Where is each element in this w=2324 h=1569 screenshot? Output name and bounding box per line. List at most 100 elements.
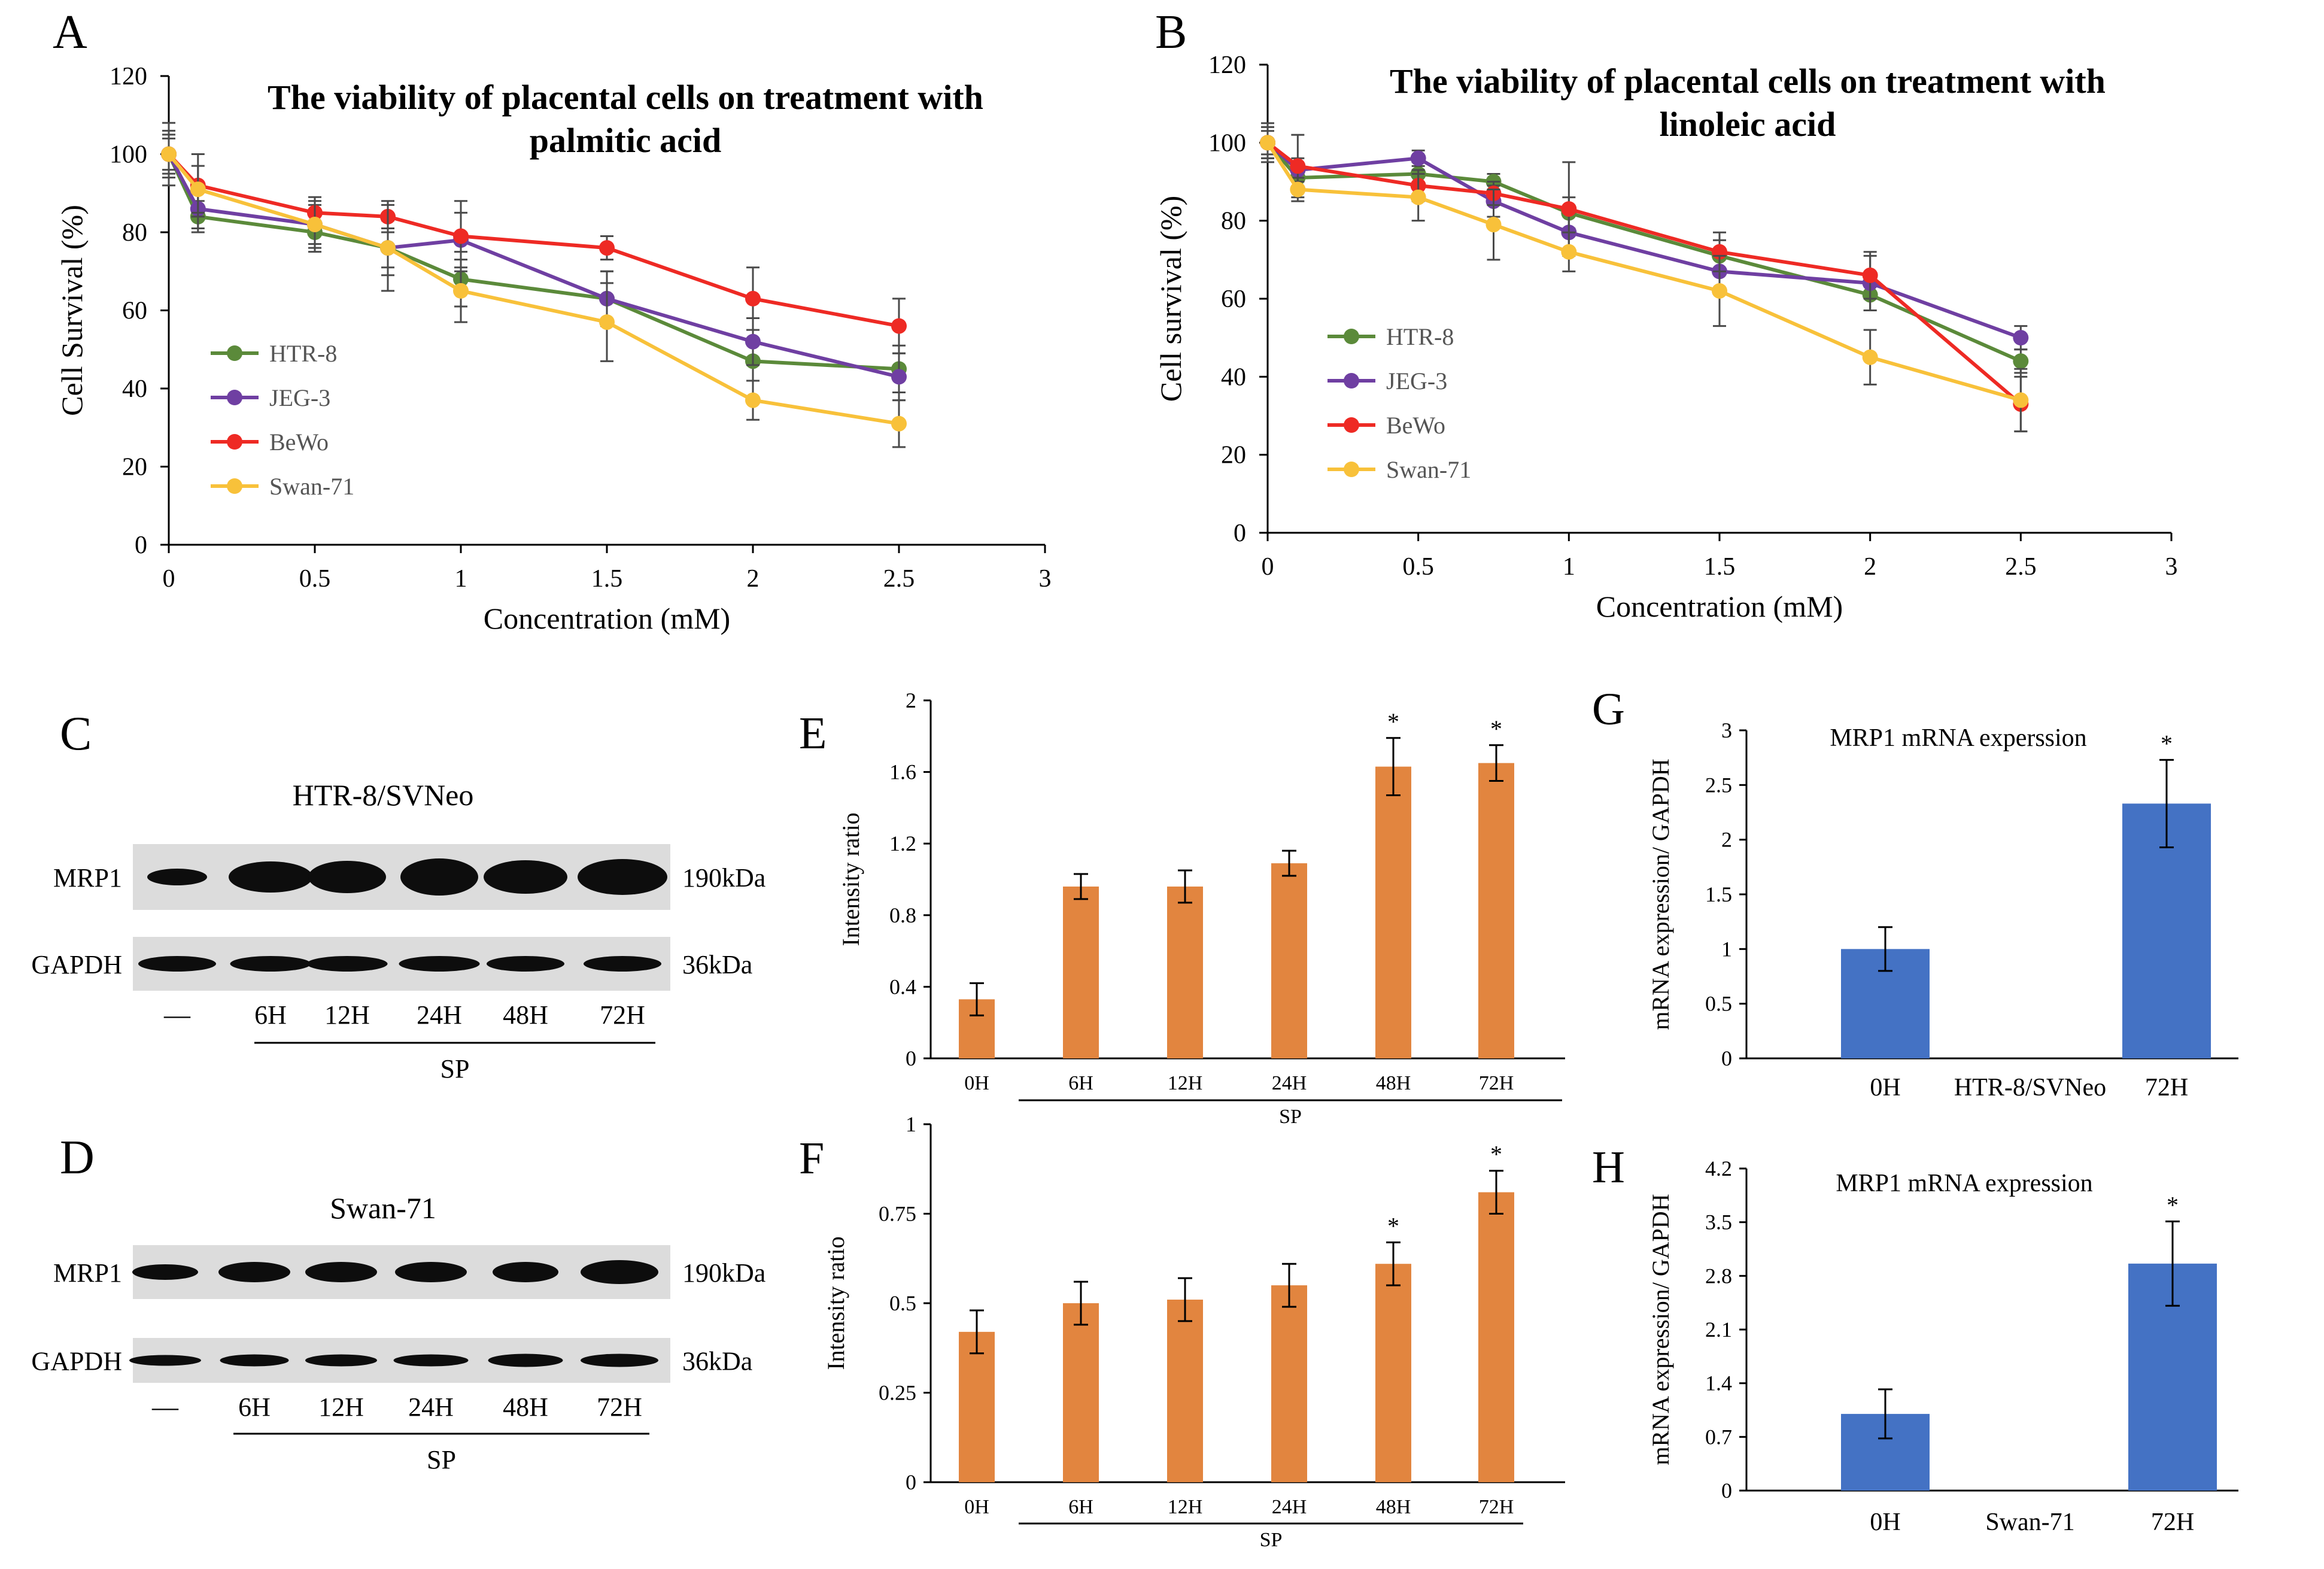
y-tick-label: 0.75 [879, 1202, 916, 1226]
legend-label: Swan-71 [269, 473, 354, 500]
series-line [167, 153, 900, 371]
series-bewo: BeWo [1260, 130, 2029, 439]
series-line [1266, 141, 2022, 406]
blot-row-label: MRP1 [53, 1258, 122, 1288]
y-tick-label: 1.5 [1705, 882, 1732, 906]
data-point [453, 228, 469, 244]
blot-band [147, 869, 207, 885]
x-tick-label: 2.5 [2005, 553, 2037, 581]
group-label: SP [1279, 1106, 1302, 1128]
x-tick-label: 3 [1039, 565, 1052, 593]
lane-label: 72H [597, 1392, 642, 1422]
series-swan-71: Swan-71 [161, 133, 907, 500]
blot-band [306, 956, 388, 972]
panel-letter-g: G [1592, 684, 1625, 735]
blot-title: HTR-8/SVNeo [293, 778, 474, 812]
y-tick-label: 60 [122, 298, 147, 325]
lane-label: 48H [503, 1000, 548, 1030]
data-point [380, 240, 396, 256]
chart-panel-g: 0 0.5 1 1.5 2 2.5 3 mRNA expression/ GAPDH MRP1 … [1647, 718, 2238, 1101]
data-point [1561, 244, 1577, 260]
data-point [599, 314, 615, 330]
y-tick-label: 100 [110, 141, 147, 169]
x-tick-label: 2.5 [883, 565, 915, 593]
y-tick-label: 100 [1208, 129, 1246, 157]
series-line [1266, 141, 2022, 363]
bar [1167, 886, 1203, 1058]
series-bewo: BeWo [161, 137, 907, 456]
chart-panel-h: 0 0.7 1.4 2.1 2.8 3.5 4.2 mRNA expression/ GAPD… [1647, 1157, 2238, 1536]
blot-kda-label: 36kDa [682, 1347, 752, 1376]
data-point [1485, 217, 1502, 233]
data-point [1410, 189, 1426, 205]
legend-marker [227, 390, 242, 405]
y-tick-label: 0.8 [889, 903, 916, 927]
significance-marker: * [1490, 1141, 1502, 1168]
data-point [1290, 158, 1306, 174]
data-point [1410, 150, 1426, 166]
y-axis-label: Intensity ratio [837, 812, 864, 946]
western-blot-panel-d: Swan-71 MRP1 190kDa GAPDH 36kDa — 6H 12H 24H 48H 7… [31, 1191, 765, 1474]
x-tick-label: 1 [455, 565, 467, 593]
legend-marker [227, 345, 242, 361]
legend-label: BeWo [269, 429, 329, 456]
lane-label: 6H [254, 1000, 287, 1030]
x-tick-label: 0.5 [299, 565, 331, 593]
x-tick-label: 2 [747, 565, 760, 593]
data-point [745, 392, 761, 408]
blot-band [308, 861, 386, 893]
blot-row-label: GAPDH [31, 950, 122, 979]
category-label: 0H [964, 1496, 989, 1518]
panel-letter-e: E [799, 708, 827, 758]
blot-band [493, 1262, 558, 1282]
x-tick-label: 0 [1262, 553, 1274, 581]
legend-marker [1344, 417, 1359, 433]
blot-band [484, 860, 567, 894]
blot-band [581, 1260, 658, 1284]
blot-band [305, 1262, 377, 1282]
y-tick-label: 60 [1221, 286, 1246, 313]
y-tick-label: 2 [1721, 828, 1732, 852]
x-tick-label: 0 [163, 565, 175, 593]
legend-label: BeWo [1386, 412, 1445, 439]
data-point [307, 216, 323, 232]
chart-title: MRP1 mRNA experssion [1830, 724, 2086, 752]
data-point [161, 146, 177, 162]
y-tick-label: 20 [122, 454, 147, 481]
y-tick-label: 0 [906, 1046, 916, 1070]
legend-marker [1344, 329, 1359, 344]
blot-band [229, 861, 312, 893]
bar [1375, 1264, 1411, 1482]
y-tick-label: 0 [1721, 1046, 1732, 1070]
significance-marker: * [1387, 708, 1399, 735]
y-axis-label: mRNA expression/ GAPDH [1647, 758, 1674, 1030]
data-point [745, 333, 761, 350]
legend-marker [1344, 373, 1359, 389]
y-tick-label: 0.5 [889, 1291, 916, 1315]
data-point [1712, 283, 1727, 299]
y-tick-label: 1.4 [1705, 1371, 1732, 1395]
bar [1271, 863, 1307, 1058]
category-label: 0H [1870, 1509, 1900, 1536]
blot-band [400, 858, 478, 896]
y-axis-label: Intensity ratio [822, 1236, 849, 1370]
data-point [745, 290, 761, 306]
blot-band [395, 1262, 467, 1282]
data-point [2013, 353, 2029, 369]
y-tick-label: 80 [122, 219, 147, 247]
category-label: 24H [1272, 1496, 1307, 1518]
category-label: 12H [1168, 1496, 1203, 1518]
bar [1063, 886, 1099, 1058]
data-point [599, 240, 615, 256]
chart-title: MRP1 mRNA expression [1836, 1170, 2092, 1197]
series-line [1266, 141, 2022, 402]
data-point [1862, 267, 1878, 283]
x-tick-label: 0.5 [1402, 553, 1434, 581]
category-label: 0H [1870, 1074, 1900, 1101]
blot-band [581, 1353, 658, 1367]
blot-band [584, 956, 661, 972]
y-tick-label: 0.4 [889, 975, 916, 999]
legend-label: JEG-3 [1386, 368, 1447, 394]
y-tick-label: 0.25 [879, 1381, 916, 1405]
